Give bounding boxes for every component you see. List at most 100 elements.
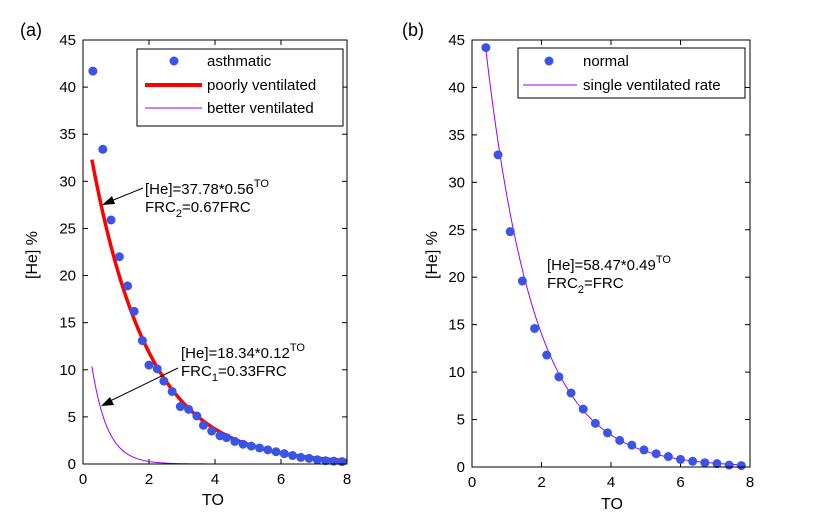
point-normal	[663, 452, 673, 462]
point-normal	[566, 388, 576, 398]
annotation-better-equation: [He]=18.34*0.12TO	[181, 342, 305, 362]
point-asthmatic	[222, 433, 232, 443]
panel-b: (b) 0 2 4 6 8 0 5 10 15 20 25 30 35 40 45 TO [He] % [H…	[402, 20, 754, 513]
panel-b-ylabel: [He] %	[424, 231, 441, 279]
panel-a: (a) 0 2 4 6 8 0 5 10 15 20 25 30 35 40 45 TO [He] % [H…	[20, 20, 351, 509]
point-normal	[505, 227, 515, 237]
point-asthmatic	[321, 456, 331, 466]
point-asthmatic	[88, 66, 98, 76]
point-asthmatic	[238, 439, 248, 449]
point-normal	[688, 456, 698, 466]
point-asthmatic	[246, 441, 256, 451]
panel-b-axes-frame	[471, 39, 751, 468]
x-tick-label: 6	[277, 471, 285, 488]
y-tick-label: 0	[457, 459, 465, 476]
y-tick-label: 10	[59, 362, 76, 379]
point-normal	[676, 454, 685, 464]
y-tick-label: 35	[448, 127, 465, 144]
point-normal	[481, 43, 491, 53]
x-tick-label: 4	[211, 471, 219, 488]
x-tick-label: 6	[676, 474, 684, 491]
panel-a-ticks: 0 2 4 6 8 0 5 10 15 20 25 30 35 40 45	[59, 32, 351, 488]
x-tick-label: 2	[145, 471, 153, 488]
point-normal	[530, 323, 540, 333]
panel-b-annotation: [He]=58.47*0.49TO FRC2=FRC	[547, 254, 671, 296]
y-tick-label: 5	[68, 409, 76, 426]
point-asthmatic	[207, 426, 217, 436]
point-normal	[639, 445, 649, 455]
point-asthmatic	[129, 306, 139, 316]
x-tick-label: 0	[468, 474, 476, 491]
panel-a-annotation-better: [He]=18.34*0.12TO FRC1=0.33FRC	[101, 342, 305, 406]
x-tick-label: 8	[746, 474, 754, 491]
y-tick-label: 30	[59, 173, 76, 190]
panel-a-legend: asthmatic poorly ventilated better venti…	[136, 48, 344, 127]
curve-better-ventilated	[91, 366, 347, 465]
point-normal	[554, 372, 564, 382]
x-tick-label: 2	[537, 474, 545, 491]
annotation-poorly-equation: [He]=37.78*0.56TO	[145, 178, 269, 198]
point-normal	[517, 276, 527, 286]
y-tick-label: 5	[457, 412, 465, 429]
annotation-single-equation: [He]=58.47*0.49TO	[547, 254, 671, 274]
point-asthmatic	[144, 360, 154, 370]
panel-a-ylabel: [He] %	[24, 231, 41, 279]
annotation-poorly-arrowhead	[102, 196, 115, 205]
panel-a-axes-frame	[82, 39, 348, 465]
point-asthmatic	[106, 215, 116, 225]
y-tick-label: 35	[59, 126, 76, 143]
annotation-better-arrowhead	[101, 397, 114, 406]
point-normal	[736, 461, 746, 471]
point-asthmatic	[98, 144, 108, 154]
point-normal	[603, 428, 613, 438]
y-tick-label: 10	[448, 364, 465, 381]
annotation-better-frc: FRC1=0.33FRC	[181, 363, 287, 384]
point-asthmatic	[175, 402, 185, 412]
panel-a-points	[88, 66, 347, 467]
point-asthmatic	[312, 455, 322, 465]
legend-normal-marker	[544, 56, 554, 66]
y-tick-label: 25	[448, 222, 465, 239]
legend-normal-label: normal	[583, 53, 629, 70]
point-asthmatic	[279, 449, 289, 459]
annotation-better-arrow	[105, 367, 179, 404]
point-asthmatic	[337, 457, 347, 467]
panel-a-annotation-poorly: [He]=37.78*0.56TO FRC2=0.67FRC	[102, 178, 269, 220]
panel-a-label: (a)	[20, 20, 42, 40]
point-asthmatic	[263, 445, 273, 455]
panel-b-label: (b)	[402, 20, 424, 40]
point-asthmatic	[271, 447, 281, 457]
x-tick-label: 4	[607, 474, 615, 491]
y-tick-label: 20	[448, 269, 465, 286]
point-normal	[590, 418, 600, 428]
y-tick-label: 45	[448, 32, 465, 49]
point-asthmatic	[255, 443, 265, 453]
y-tick-label: 40	[59, 79, 76, 96]
legend-asthmatic-marker	[169, 56, 179, 66]
point-asthmatic	[152, 364, 162, 374]
point-asthmatic	[198, 420, 208, 430]
y-tick-label: 30	[448, 174, 465, 191]
point-normal	[712, 459, 722, 469]
y-tick-label: 40	[448, 79, 465, 96]
y-tick-label: 45	[59, 32, 76, 49]
y-tick-label: 0	[68, 456, 76, 473]
point-asthmatic	[167, 386, 177, 396]
y-tick-label: 25	[59, 220, 76, 237]
annotation-single-frc: FRC2=FRC	[547, 275, 624, 296]
x-tick-label: 0	[79, 471, 87, 488]
legend-poorly-label: poorly ventilated	[207, 77, 316, 94]
panel-b-curves	[484, 43, 744, 466]
point-normal	[651, 449, 661, 459]
point-asthmatic	[123, 281, 133, 291]
point-asthmatic	[230, 436, 240, 446]
point-normal	[700, 458, 710, 468]
point-asthmatic	[192, 411, 202, 421]
curve-single-ventilated-rate	[484, 43, 744, 466]
point-asthmatic	[304, 453, 314, 463]
point-asthmatic	[288, 451, 298, 461]
x-tick-label: 8	[343, 471, 351, 488]
point-asthmatic	[137, 336, 147, 346]
panel-b-legend-box	[517, 47, 746, 99]
